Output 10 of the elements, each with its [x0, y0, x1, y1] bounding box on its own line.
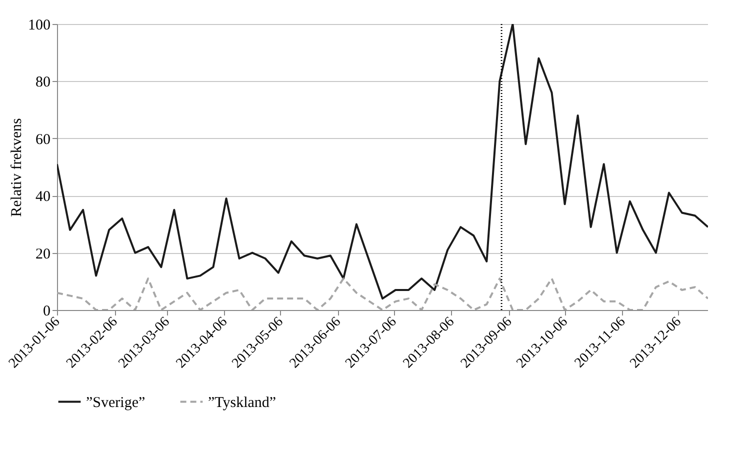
legend-label: ”Sverige”	[86, 394, 146, 411]
legend-label: ”Tyskland”	[208, 394, 276, 411]
y-tick-label: 60	[36, 132, 50, 148]
y-tick-label: 100	[28, 18, 50, 34]
y-tick-label: 40	[36, 189, 50, 206]
line-series	[57, 24, 708, 300]
y-tick-label: 0	[43, 304, 50, 320]
y-tick-label: 20	[36, 246, 50, 262]
y-axis-title: Relativ frekvens	[9, 118, 25, 217]
y-tick-label: 80	[36, 74, 50, 91]
